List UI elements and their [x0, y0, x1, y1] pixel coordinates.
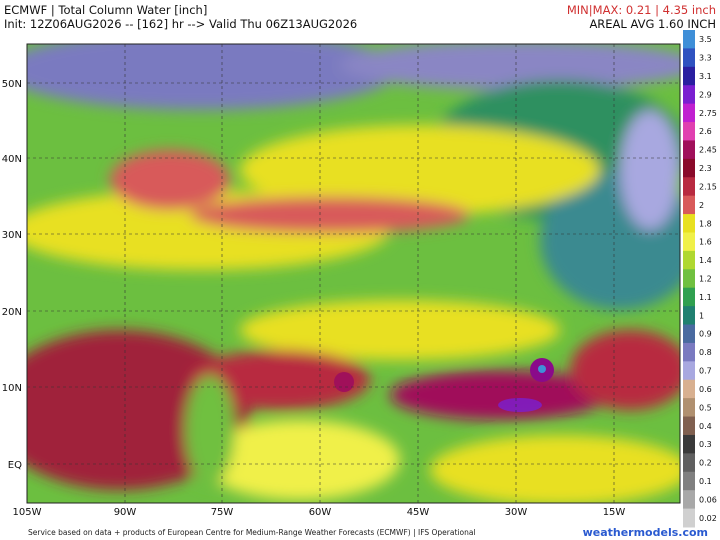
- colorbar-swatch: [683, 287, 695, 307]
- colorbar-label: 0.6: [699, 385, 712, 394]
- colorbar-label: 0.2: [699, 459, 712, 468]
- colorbar-swatch: [683, 306, 695, 326]
- colorbar-label: 2.75: [699, 109, 717, 118]
- colorbar-swatch: [683, 490, 695, 510]
- colorbar-label: 1: [699, 311, 704, 320]
- colorbar-swatch: [683, 158, 695, 178]
- colorbar-label: 0.1: [699, 477, 712, 486]
- colorbar-swatch: [683, 250, 695, 270]
- colorbar-label: 0.9: [699, 330, 712, 339]
- lon-label: 75W: [211, 507, 234, 518]
- colorbar-swatch: [683, 177, 695, 197]
- colorbar-swatch: [683, 214, 695, 233]
- colorbar-label: 0.06: [699, 495, 717, 504]
- colorbar-swatch: [683, 398, 695, 418]
- colorbar-label: 2.3: [699, 164, 712, 173]
- min-max: MIN|MAX: 0.21 | 4.35 inch: [566, 3, 716, 17]
- lon-label: 90W: [114, 507, 137, 518]
- colorbar-label: 1.8: [699, 219, 712, 228]
- colorbar-swatch: [683, 342, 695, 362]
- colorbar-swatch: [683, 324, 695, 344]
- lat-label: EQ: [8, 460, 22, 471]
- colorbar-swatch: [683, 140, 695, 160]
- colorbar-label: 2.45: [699, 146, 717, 155]
- init-time: Init: 12Z06AUG2026 -- [162] hr --> Valid…: [4, 17, 358, 31]
- colorbar-label: 1.6: [699, 238, 712, 247]
- colorbar-label: 0.02: [699, 514, 717, 523]
- colorbar-label: 0.7: [699, 367, 712, 376]
- colorbar-swatch: [683, 30, 695, 49]
- lat-label: 40N: [2, 154, 22, 165]
- colorbar-swatch: [683, 269, 695, 289]
- colorbar-label: 0.8: [699, 348, 712, 357]
- colorbar-label: 2.15: [699, 182, 717, 191]
- colorbar-label: 1.2: [699, 275, 712, 284]
- colorbar-swatch: [683, 66, 695, 86]
- colorbar-swatch: [683, 471, 695, 491]
- colorbar-swatch: [683, 416, 695, 436]
- colorbar-swatch: [683, 232, 695, 252]
- colorbar-label: 1.1: [699, 293, 712, 302]
- lon-label: 15W: [603, 507, 626, 518]
- colorbar: 3.5 3.3 3.1 2.9 2.75 2.6 2.45 2.3 2.15 2 1.8 1.6 1.4…: [683, 30, 717, 528]
- colorbar-swatch: [683, 103, 695, 123]
- site: weathermodels.com: [582, 526, 708, 539]
- colorbar-label: 2.6: [699, 127, 712, 136]
- colorbar-label: 3.5: [699, 35, 712, 44]
- colorbar-label: 0.4: [699, 422, 712, 431]
- areal-average: AREAL AVG 1.60 INCH: [589, 17, 716, 31]
- lon-label: 105W: [13, 507, 42, 518]
- colorbar-swatch: [683, 508, 695, 528]
- colorbar-label: 2: [699, 201, 704, 210]
- colorbar-label: 1.4: [699, 256, 712, 265]
- colorbar-swatch: [683, 122, 695, 141]
- colorbar-swatch: [683, 85, 695, 105]
- lon-label: 30W: [505, 507, 528, 518]
- colorbar-label: 3.1: [699, 72, 712, 81]
- colorbar-swatch: [683, 48, 695, 68]
- credit: Service based on data + products of Euro…: [28, 528, 476, 537]
- title: ECMWF | Total Column Water [inch]: [4, 3, 208, 17]
- lat-label: 50N: [2, 79, 22, 90]
- colorbar-swatch: [683, 434, 695, 454]
- colorbar-label: 2.9: [699, 90, 712, 99]
- lat-label: 20N: [2, 307, 22, 318]
- map-frame: [26, 43, 681, 504]
- colorbar-label: 0.3: [699, 440, 712, 449]
- colorbar-swatch: [683, 453, 695, 473]
- lon-label: 60W: [309, 507, 332, 518]
- colorbar-swatch: [683, 361, 695, 381]
- field: [27, 44, 680, 503]
- colorbar-swatch: [683, 195, 695, 215]
- lat-label: 30N: [2, 230, 22, 241]
- graticule: 50N 40N 30N 20N 10N EQ 105W 90W 75W 60W 45W 30W 15W: [2, 44, 680, 518]
- colorbar-label: 3.3: [699, 54, 712, 63]
- lat-label: 10N: [2, 383, 22, 394]
- lon-label: 45W: [407, 507, 430, 518]
- colorbar-label: 0.5: [699, 403, 712, 412]
- colorbar-swatch: [683, 379, 695, 399]
